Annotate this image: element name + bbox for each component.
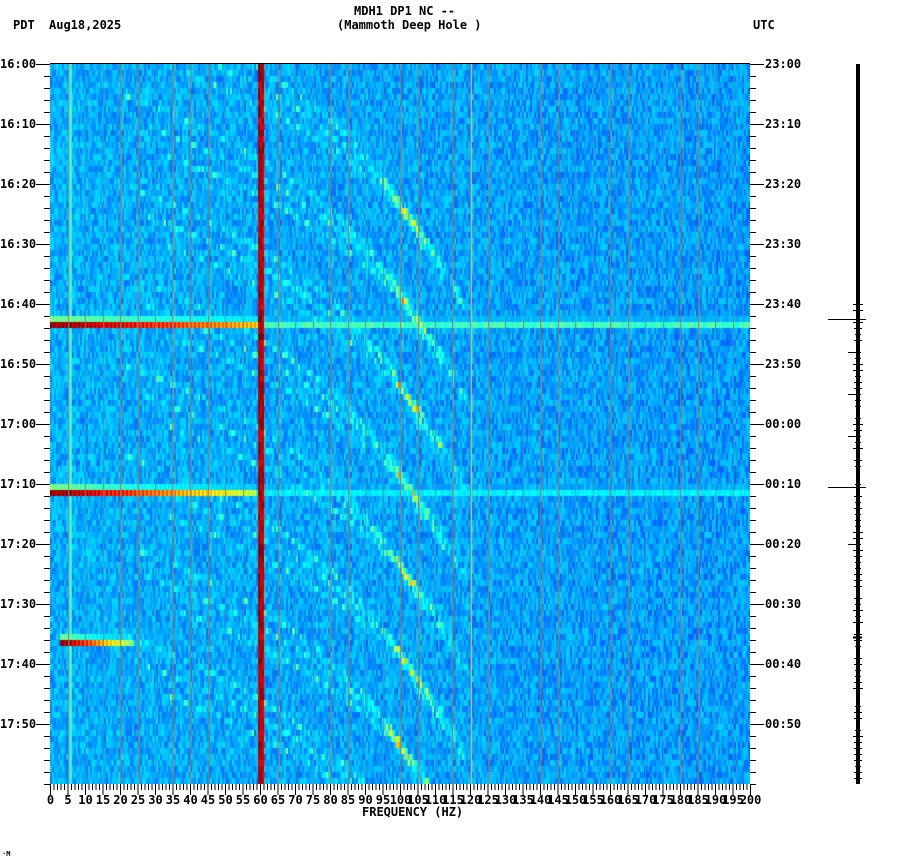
y-tick-label-right: 00:20 [765, 537, 802, 551]
x-tick-label: 150 [564, 793, 587, 807]
x-tick-label: 195 [722, 793, 744, 807]
y-tick-label-left: 17:10 [0, 477, 37, 491]
x-tick-label: 10 [78, 793, 93, 807]
y-tick-label-right: 00:00 [765, 417, 802, 431]
y-tick-label-left: 17:20 [0, 537, 37, 551]
y-tick-label-right: 23:40 [765, 297, 802, 311]
x-tick-label: 40 [183, 793, 198, 807]
x-tick-label: 190 [704, 793, 727, 807]
spectrogram-plot [50, 64, 750, 784]
x-tick-label: 185 [687, 793, 709, 807]
x-tick-label: 165 [617, 793, 639, 807]
x-tick-label: 15 [95, 793, 111, 807]
footer-mark: ·M [2, 850, 11, 858]
x-tick-label: 160 [599, 793, 622, 807]
y-tick-label-left: 17:50 [0, 717, 37, 731]
x-tick-label: 130 [494, 793, 517, 807]
y-tick-label-right: 23:50 [765, 357, 802, 371]
y-tick-label-right: 00:50 [765, 717, 802, 731]
x-tick-label: 80 [323, 793, 338, 807]
x-tick-label: 180 [669, 793, 692, 807]
x-axis-title: FREQUENCY (HZ) [362, 805, 464, 819]
x-tick-label: 55 [235, 793, 251, 807]
y-tick-label-right: 00:10 [765, 477, 802, 491]
left-timezone-label: PDT [13, 18, 35, 32]
x-tick-label: 175 [652, 793, 674, 807]
y-tick-label-right: 23:20 [765, 177, 802, 191]
x-tick-label: 30 [148, 793, 163, 807]
x-tick-label: 110 [424, 793, 447, 807]
spectrogram-canvas [50, 64, 750, 784]
x-tick-label: 65 [270, 793, 286, 807]
x-tick-label: 90 [358, 793, 373, 807]
x-tick-label: 25 [130, 793, 146, 807]
y-tick-label-right: 23:00 [765, 57, 802, 71]
y-tick-label-right: 00:30 [765, 597, 802, 611]
y-tick-label-left: 17:30 [0, 597, 37, 611]
x-tick-label: 35 [165, 793, 181, 807]
x-tick-label: 115 [442, 793, 464, 807]
y-tick-label-left: 16:50 [0, 357, 37, 371]
x-tick-label: 20 [113, 793, 128, 807]
x-tick-label: 120 [459, 793, 482, 807]
x-tick-label: 5 [64, 793, 72, 807]
y-tick-label-left: 17:40 [0, 657, 37, 671]
date-label: Aug18,2025 [49, 18, 122, 32]
y-tick-label-left: 16:30 [0, 237, 37, 251]
x-tick-label: 75 [305, 793, 321, 807]
y-tick-label-left: 16:40 [0, 297, 37, 311]
y-tick-label-right: 00:40 [765, 657, 802, 671]
x-tick-label: 50 [218, 793, 233, 807]
y-tick-label-left: 16:00 [0, 57, 37, 71]
x-tick-label: 0 [46, 793, 55, 807]
y-tick-label-right: 23:30 [765, 237, 802, 251]
y-tick-label-left: 16:20 [0, 177, 37, 191]
y-tick-label-left: 16:10 [0, 117, 37, 131]
x-tick-label: 85 [340, 793, 356, 807]
x-tick-label: 135 [512, 793, 534, 807]
station-title: MDH1 DP1 NC -- [354, 4, 456, 18]
x-tick-label: 170 [634, 793, 657, 807]
x-tick-label: 105 [407, 793, 429, 807]
x-tick-label: 70 [288, 793, 303, 807]
y-tick-label-right: 23:10 [765, 117, 802, 131]
right-timezone-label: UTC [753, 18, 775, 32]
x-tick-label: 60 [253, 793, 268, 807]
x-tick-label: 145 [547, 793, 569, 807]
station-name: (Mammoth Deep Hole ) [337, 18, 482, 32]
x-tick-label: 95 [375, 793, 391, 807]
x-tick-label: 200 [739, 793, 762, 807]
x-tick-label: 125 [477, 793, 499, 807]
y-tick-label-left: 17:00 [0, 417, 37, 431]
x-tick-label: 100 [389, 793, 412, 807]
x-tick-label: 155 [582, 793, 604, 807]
x-tick-label: 140 [529, 793, 552, 807]
x-tick-label: 45 [200, 793, 216, 807]
